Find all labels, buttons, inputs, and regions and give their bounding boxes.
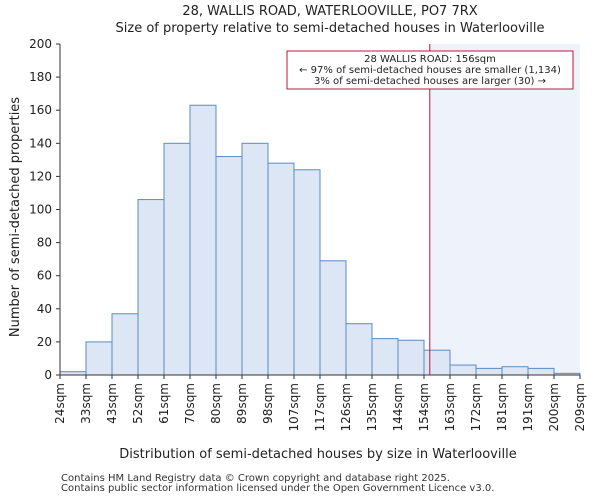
x-tick-label: 191sqm [521,383,535,431]
annotation-title: 28 WALLIS ROAD: 156sqm [364,54,496,65]
x-tick-label: 33sqm [79,383,93,424]
annotation-smaller: ← 97% of semi-detached houses are smalle… [299,65,561,76]
bar-126sqm [345,323,373,376]
bar-163sqm [449,364,477,376]
x-tick-label: 98sqm [261,383,275,424]
x-tick-label: 200sqm [547,383,561,431]
x-tick-label: 70sqm [183,383,197,424]
bar-70sqm [189,104,217,376]
x-tick-label: 144sqm [391,383,405,431]
x-tick-label: 107sqm [287,383,301,431]
bar-80sqm [215,156,243,376]
bar-89sqm [241,142,269,376]
x-tick-label: 61sqm [157,383,171,424]
x-tick-label: 89sqm [235,383,249,424]
y-tick-label: 140 [29,136,52,150]
y-tick-label: 160 [29,103,52,117]
y-tick-label: 0 [44,368,52,382]
bar-98sqm [267,162,295,376]
x-tick-label: 43sqm [105,383,119,424]
x-tick-label: 209sqm [573,383,587,431]
bar-172sqm [475,367,503,376]
bar-154sqm [423,349,451,376]
bar-43sqm [111,313,139,376]
x-tick-label: 80sqm [209,383,223,424]
y-tick-label: 100 [29,203,52,217]
footer-copyright: Contains HM Land Registry data © Crown c… [61,473,450,484]
bar-117sqm [319,260,347,376]
x-tick-label: 181sqm [495,383,509,431]
y-tick-label: 80 [37,236,52,250]
y-tick-label: 60 [37,269,52,283]
x-tick-label: 117sqm [313,383,327,431]
highlight-region [429,44,580,375]
bar-61sqm [163,142,191,376]
y-tick-label: 120 [29,169,52,183]
bar-52sqm [137,199,165,376]
bar-144sqm [397,339,425,376]
bar-135sqm [371,338,399,376]
x-tick-label: 163sqm [443,383,457,431]
bar-33sqm [85,341,113,376]
annotation-larger: 3% of semi-detached houses are larger (3… [314,76,546,87]
y-tick-label: 200 [29,37,52,51]
bar-181sqm [501,366,529,376]
chart-subtitle: Size of property relative to semi-detach… [116,21,545,36]
chart-title: 28, WALLIS ROAD, WATERLOOVILLE, PO7 7RX [182,4,477,19]
x-tick-label: 154sqm [417,383,431,431]
y-axis-label: Number of semi-detached properties [8,97,23,337]
x-axis-label: Distribution of semi-detached houses by … [119,447,516,462]
x-tick-label: 135sqm [365,383,379,431]
x-tick-label: 52sqm [131,383,145,424]
y-tick-label: 40 [37,302,52,316]
bar-107sqm [293,169,321,376]
annotation-box [286,50,574,90]
bar-191sqm [527,367,555,376]
y-tick-label: 180 [29,70,52,84]
footer-licence: Contains public sector information licen… [61,483,495,494]
x-tick-label: 24sqm [53,383,67,424]
x-tick-label: 172sqm [469,383,483,431]
x-tick-label: 126sqm [339,383,353,431]
y-tick-label: 20 [37,335,52,349]
